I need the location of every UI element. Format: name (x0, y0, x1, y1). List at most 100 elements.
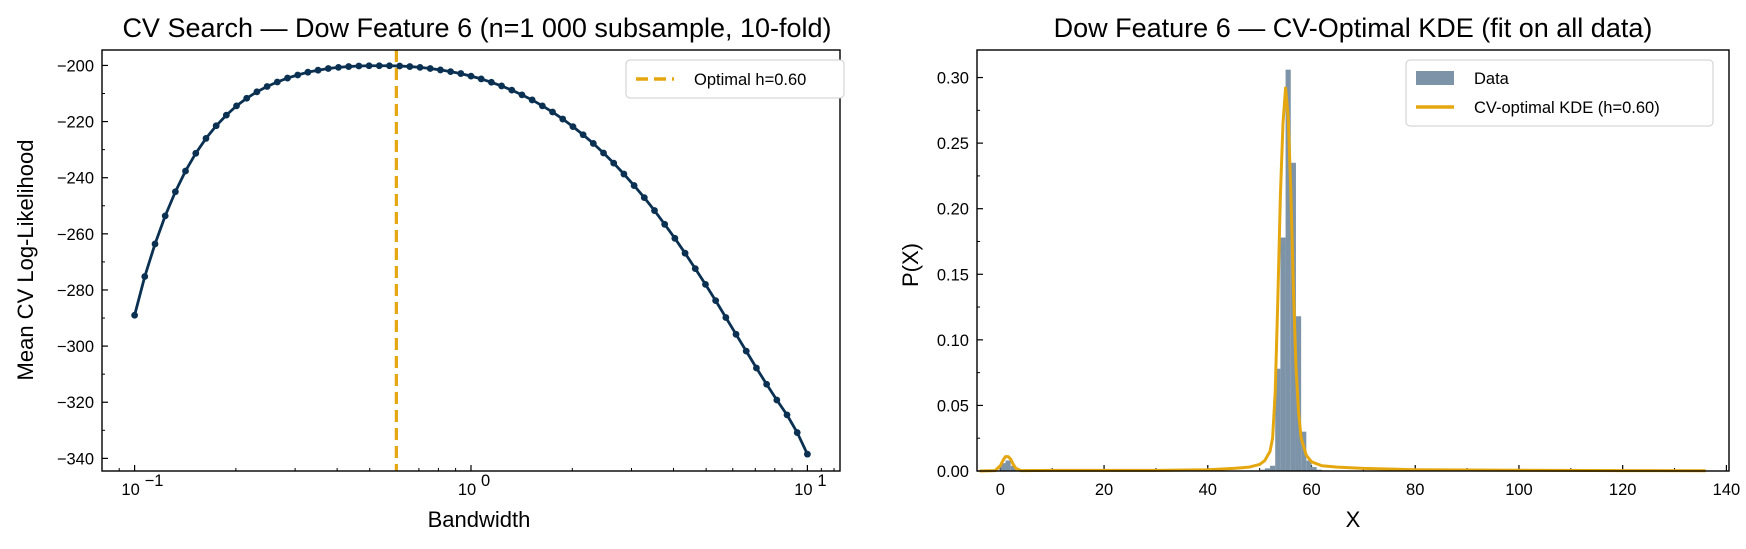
legend-data-label: Data (1474, 70, 1510, 88)
kde-ylabel: P(X) (898, 243, 923, 287)
cv-likelihood-point (243, 94, 251, 102)
cv-likelihood-point (161, 212, 169, 220)
cv-likelihood-point (773, 396, 781, 404)
x-tick-exponent: −1 (145, 472, 164, 490)
cv-likelihood-point (538, 102, 546, 110)
x-tick-label: 120 (1609, 481, 1637, 499)
x-tick-label: 10 (458, 481, 476, 499)
cv-likelihood-point (569, 123, 577, 131)
kde-axes-frame (976, 49, 1730, 472)
x-tick-label: 20 (1095, 481, 1113, 499)
histogram-bar (1270, 465, 1276, 471)
cv-likelihood-point (508, 86, 516, 94)
cv-likelihood-point (589, 140, 597, 147)
y-tick-label: −320 (57, 394, 94, 412)
cv-search-axes-frame (101, 49, 841, 472)
cv-likelihood-point (640, 194, 648, 202)
cv-likelihood-point (437, 66, 444, 74)
cv-likelihood-point (375, 62, 383, 70)
y-tick-label: −340 (57, 450, 94, 468)
cv-likelihood-point (212, 122, 220, 130)
histogram-bar (1285, 69, 1291, 471)
kde-title: Dow Feature 6 — CV-Optimal KDE (fit on a… (1054, 13, 1653, 43)
histogram-bar (1275, 368, 1281, 471)
cv-likelihood-point (600, 149, 607, 157)
y-tick-label: 0.30 (937, 70, 969, 88)
x-tick-label: 10 (121, 481, 139, 499)
y-tick-label: 0.00 (937, 463, 969, 481)
kde-xlabel: X (1346, 507, 1361, 532)
cv-likelihood-point (304, 68, 312, 76)
cv-likelihood-point (151, 240, 159, 248)
cv-likelihood-point (630, 182, 638, 189)
cv-likelihood-point (651, 207, 658, 214)
cv-likelihood-point (528, 96, 536, 104)
cv-likelihood-point (498, 82, 505, 90)
cv-likelihood-point (477, 75, 485, 83)
x-tick-label: 0 (996, 481, 1005, 499)
y-tick-label: −220 (57, 114, 94, 132)
y-tick-label: 0.15 (937, 266, 969, 284)
cv-likelihood-point (447, 68, 455, 76)
histogram-bar (1264, 468, 1271, 471)
kde-panel: Dow Feature 6 — CV-Optimal KDE (fit on a… (898, 13, 1740, 532)
cv-likelihood-point (753, 364, 760, 372)
y-tick-label: 0.25 (937, 135, 969, 153)
cv-search-xlabel: Bandwidth (428, 507, 531, 532)
cv-search-ylabel: Mean CV Log-Likelihood (13, 140, 38, 381)
x-tick-exponent: 1 (817, 472, 826, 490)
cv-likelihood-point (284, 74, 291, 82)
cv-likelihood-point (549, 108, 556, 116)
cv-likelihood-point (712, 297, 720, 305)
cv-likelihood-point (793, 429, 801, 436)
cv-likelihood-point (171, 188, 179, 196)
cv-likelihood-point (467, 72, 475, 80)
histogram-bar (1311, 467, 1317, 471)
y-tick-label: −200 (57, 57, 94, 75)
cv-likelihood-point (681, 249, 689, 257)
legend-kde-label: CV-optimal KDE (h=0.60) (1474, 99, 1660, 117)
histogram-bar (1010, 465, 1016, 471)
y-tick-label: −300 (57, 338, 94, 356)
histogram-bar (1280, 237, 1286, 471)
cv-likelihood-point (386, 62, 393, 70)
y-tick-label: 0.20 (937, 201, 969, 219)
cv-likelihood-point (345, 63, 353, 70)
cv-likelihood-point (355, 62, 363, 70)
legend-data-patch (1416, 71, 1454, 85)
cv-likelihood-point (253, 88, 261, 96)
kde-legend: Data CV-optimal KDE (h=0.60) (1405, 59, 1714, 127)
legend-optimal-label: Optimal h=0.60 (694, 71, 806, 89)
cv-likelihood-point (783, 411, 791, 419)
x-tick-label: 60 (1302, 481, 1320, 499)
cv-likelihood-point (732, 330, 740, 338)
y-tick-label: 0.10 (937, 332, 969, 350)
cv-likelihood-point (702, 280, 709, 288)
cv-likelihood-line (133, 64, 809, 455)
x-tick-label: 140 (1713, 481, 1741, 499)
cv-likelihood-point (192, 149, 200, 157)
cv-likelihood-point (691, 265, 699, 273)
cv-likelihood-point (263, 83, 271, 90)
x-tick-label: 80 (1406, 481, 1424, 499)
cv-likelihood-point (131, 311, 139, 319)
x-tick-exponent: 0 (481, 472, 490, 490)
cv-likelihood-point (294, 71, 302, 79)
x-tick-label: 10 (794, 481, 812, 499)
y-tick-label: −260 (57, 226, 94, 244)
cv-likelihood-point (487, 78, 495, 86)
cv-likelihood-point (222, 111, 230, 119)
cv-likelihood-point (722, 314, 730, 321)
cv-likelihood-point (324, 65, 332, 72)
cv-likelihood-point (518, 91, 526, 99)
cv-likelihood-point (141, 273, 149, 280)
cv-likelihood-point (559, 115, 567, 123)
cv-search-legend-box (625, 59, 845, 99)
histogram-bar (1000, 463, 1006, 471)
cv-likelihood-point (182, 167, 189, 175)
cv-likelihood-point (416, 64, 424, 71)
cv-search-legend: Optimal h=0.60 (625, 59, 845, 99)
cv-search-title: CV Search — Dow Feature 6 (n=1 000 subsa… (122, 13, 831, 43)
kde-legend-box (1405, 59, 1714, 127)
